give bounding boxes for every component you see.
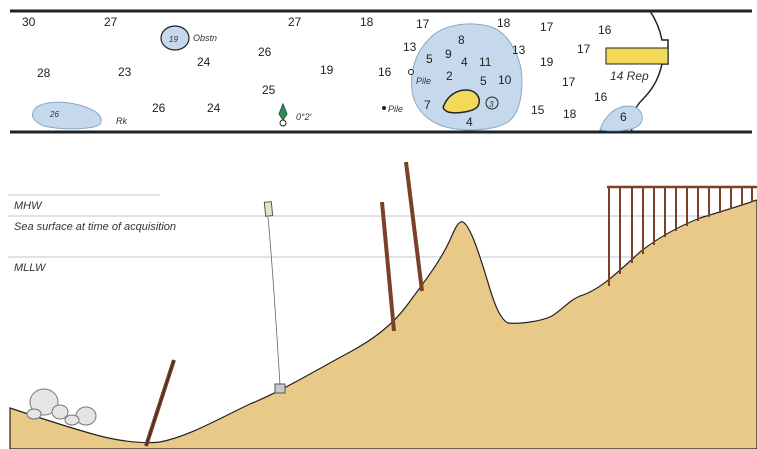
sounding: 17 bbox=[540, 20, 554, 34]
depth-circle-icon bbox=[485, 96, 499, 110]
sounding: 23 bbox=[118, 65, 132, 79]
green-buoy-icon bbox=[278, 102, 288, 127]
sounding: 4 bbox=[461, 55, 468, 69]
pier-label: 14 Rep bbox=[610, 69, 649, 83]
rock-depth-label: 3 bbox=[489, 100, 494, 109]
sea-surface-label: Sea surface at time of acquisition bbox=[14, 221, 176, 233]
sounding: 18 bbox=[563, 107, 577, 121]
pier-structure bbox=[605, 47, 669, 65]
mllw-label: MLLW bbox=[14, 262, 47, 274]
seabed-profile bbox=[9, 199, 757, 449]
pile-label: Pile bbox=[416, 76, 431, 86]
sounding: 27 bbox=[288, 15, 302, 29]
sounding: 26 bbox=[258, 45, 272, 59]
mooring-anchor bbox=[274, 383, 286, 394]
mooring-buoy bbox=[263, 201, 274, 217]
sounding: 25 bbox=[262, 83, 276, 97]
obstruction-depth-label: 19 bbox=[169, 35, 178, 44]
mooring-line bbox=[267, 216, 281, 386]
sounding: 19 bbox=[540, 55, 554, 69]
shoal-sounding-label: 26 bbox=[49, 110, 59, 119]
sounding: 4 bbox=[466, 115, 473, 129]
sounding: 11 bbox=[479, 55, 492, 69]
sounding: 5 bbox=[480, 74, 487, 88]
pile-label: Pile bbox=[388, 104, 403, 114]
sounding: 16 bbox=[378, 65, 392, 79]
sounding: 28 bbox=[37, 66, 51, 80]
sounding: 17 bbox=[562, 75, 576, 89]
sounding: 8 bbox=[458, 33, 465, 47]
pier bbox=[607, 185, 757, 286]
pilings bbox=[145, 359, 175, 447]
sounding: 27 bbox=[104, 15, 118, 29]
pile-marker-icon bbox=[408, 69, 414, 75]
mhw-label: MHW bbox=[14, 200, 43, 212]
sounding: 19 bbox=[320, 63, 334, 77]
sounding: 18 bbox=[497, 16, 511, 30]
sounding: 17 bbox=[577, 42, 591, 56]
nautical-chart-panel: 30 27 27 18 17 18 17 16 28 23 24 26 19 1… bbox=[10, 9, 752, 134]
sounding: 24 bbox=[197, 55, 211, 69]
sounding: 6 bbox=[620, 110, 627, 124]
sounding: 10 bbox=[498, 73, 512, 87]
sounding: 16 bbox=[598, 23, 612, 37]
pile-marker-icon bbox=[382, 106, 386, 110]
shoal-right bbox=[599, 105, 643, 132]
sounding: 30 bbox=[22, 15, 36, 29]
sounding: 2 bbox=[446, 69, 453, 83]
sounding: 5 bbox=[426, 52, 433, 66]
wreck-depth-label: 0°2′ bbox=[296, 112, 312, 122]
sounding: 13 bbox=[512, 43, 526, 57]
profile-panel: MHW Sea surface at time of acquisition M… bbox=[8, 161, 757, 449]
obstruction-shoal bbox=[160, 25, 190, 51]
sounding: 18 bbox=[360, 15, 374, 29]
sounding: 24 bbox=[207, 101, 221, 115]
sounding: 9 bbox=[445, 47, 452, 61]
sounding: 17 bbox=[416, 17, 430, 31]
sounding: 26 bbox=[152, 101, 166, 115]
obstruction-label: Obstn bbox=[193, 33, 217, 43]
rock-label: Rk bbox=[116, 116, 127, 126]
sounding: 15 bbox=[531, 103, 545, 117]
sounding: 13 bbox=[403, 40, 417, 54]
sounding: 16 bbox=[594, 90, 608, 104]
shoal-area bbox=[411, 23, 523, 131]
sounding: 7 bbox=[424, 98, 431, 112]
rock-shoal-left bbox=[31, 101, 102, 130]
drying-rock bbox=[442, 89, 480, 114]
boulder-cluster bbox=[26, 388, 97, 426]
